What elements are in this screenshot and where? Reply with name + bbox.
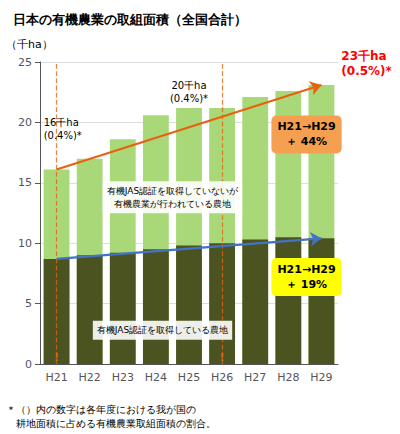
- svg-text:H26: H26: [211, 371, 233, 384]
- svg-text:5: 5: [25, 297, 32, 310]
- svg-text:H23: H23: [112, 371, 134, 384]
- svg-text:0: 0: [25, 358, 32, 371]
- svg-text:23千ha: 23千ha: [341, 49, 386, 63]
- svg-text:日本の有機農業の取組面積（全国合計）: 日本の有機農業の取組面積（全国合計）: [13, 12, 247, 27]
- svg-text:10: 10: [18, 237, 32, 250]
- svg-text:H22: H22: [79, 371, 101, 384]
- svg-text:(0.5%)*: (0.5%)*: [341, 64, 392, 78]
- svg-text:（千ha）: （千ha）: [6, 38, 53, 51]
- svg-text:16千ha: 16千ha: [44, 117, 79, 128]
- svg-text:＋ 44%: ＋ 44%: [286, 135, 327, 148]
- svg-text:(0.4%)*: (0.4%)*: [170, 93, 208, 104]
- svg-text:＊（）内の数字は各年度における我が国の: ＊（）内の数字は各年度における我が国の: [6, 404, 196, 415]
- svg-text:!: !: [54, 352, 59, 363]
- svg-text:耕地面積に占める有機農業取組面積の割合。: 耕地面積に占める有機農業取組面積の割合。: [6, 418, 216, 429]
- svg-text:H29: H29: [310, 371, 332, 384]
- svg-text:＋ 19%: ＋ 19%: [286, 278, 327, 291]
- svg-text:H21→H29: H21→H29: [277, 263, 335, 276]
- svg-text:H27: H27: [244, 371, 266, 384]
- svg-text:20: 20: [18, 116, 32, 129]
- svg-text:H21: H21: [45, 371, 67, 384]
- svg-text:有機農業が行われている農地: 有機農業が行われている農地: [114, 199, 231, 209]
- svg-text:有機JAS認証を取得している農地: 有機JAS認証を取得している農地: [97, 325, 228, 335]
- svg-text:15: 15: [18, 176, 32, 189]
- svg-text:(0.4%)*: (0.4%)*: [44, 130, 82, 141]
- svg-text:H28: H28: [277, 371, 299, 384]
- svg-text:!: !: [220, 352, 225, 363]
- svg-text:有機JAS認証を取得していないが: 有機JAS認証を取得していないが: [107, 186, 239, 196]
- svg-text:25: 25: [18, 56, 32, 69]
- svg-text:20千ha: 20千ha: [171, 80, 206, 91]
- svg-text:H25: H25: [178, 371, 200, 384]
- svg-text:H24: H24: [145, 371, 167, 384]
- svg-text:H21→H29: H21→H29: [277, 120, 335, 133]
